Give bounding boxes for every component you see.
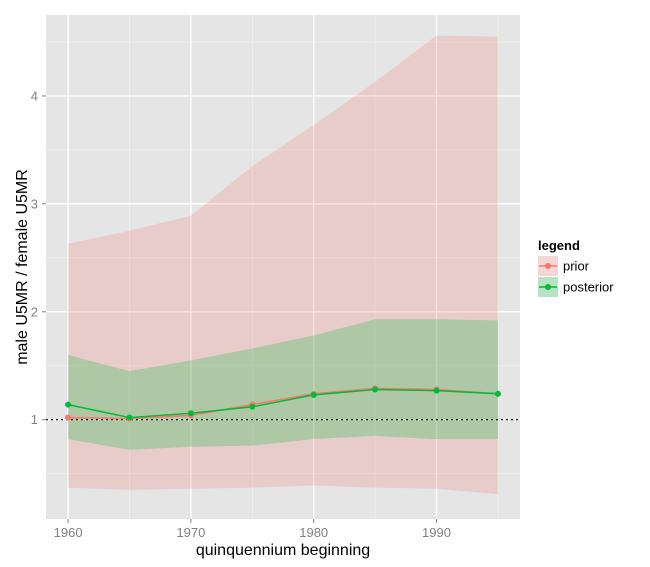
- legend-item-prior: prior: [538, 256, 590, 276]
- axis-ticks: [42, 95, 437, 523]
- point-posterior: [249, 403, 256, 410]
- ribbons: [68, 35, 498, 495]
- y-tick-label: 3: [31, 196, 38, 211]
- point-posterior: [310, 391, 317, 398]
- y-axis-title: male U5MR / female U5MR: [14, 169, 31, 365]
- legend-title: legend: [538, 238, 580, 253]
- legend-label: posterior: [563, 280, 614, 295]
- ribbon-prior: [68, 35, 498, 495]
- series-lines: [67, 387, 498, 420]
- x-axis-title: quinquennium beginning: [196, 542, 370, 559]
- x-tick-label: 1970: [176, 525, 205, 540]
- ribbon-posterior: [68, 319, 498, 450]
- y-tick-label: 2: [31, 304, 38, 319]
- point-prior: [65, 414, 72, 421]
- point-posterior: [494, 390, 501, 397]
- line-posterior: [67, 388, 498, 419]
- x-tick-label: 1960: [54, 525, 83, 540]
- point-posterior: [372, 386, 379, 393]
- line-prior: [68, 387, 498, 420]
- tick-labels: 1960 1970 1980 1990 1 2 3 4: [31, 88, 451, 540]
- point-posterior: [433, 387, 440, 394]
- legend-label: prior: [563, 259, 590, 274]
- x-tick-label: 1990: [422, 525, 451, 540]
- series-points: [65, 385, 501, 422]
- legend-item-posterior: posterior: [538, 277, 614, 297]
- point-posterior: [65, 401, 72, 408]
- legend-key-point: [545, 263, 551, 269]
- legend-key-point: [545, 284, 551, 290]
- plot-panel: [46, 15, 520, 519]
- y-tick-label: 4: [31, 88, 38, 103]
- point-posterior: [126, 414, 133, 421]
- y-tick-label: 1: [31, 412, 38, 427]
- legend: legend prior posterior: [538, 238, 614, 297]
- point-posterior: [187, 410, 194, 417]
- x-tick-label: 1980: [299, 525, 328, 540]
